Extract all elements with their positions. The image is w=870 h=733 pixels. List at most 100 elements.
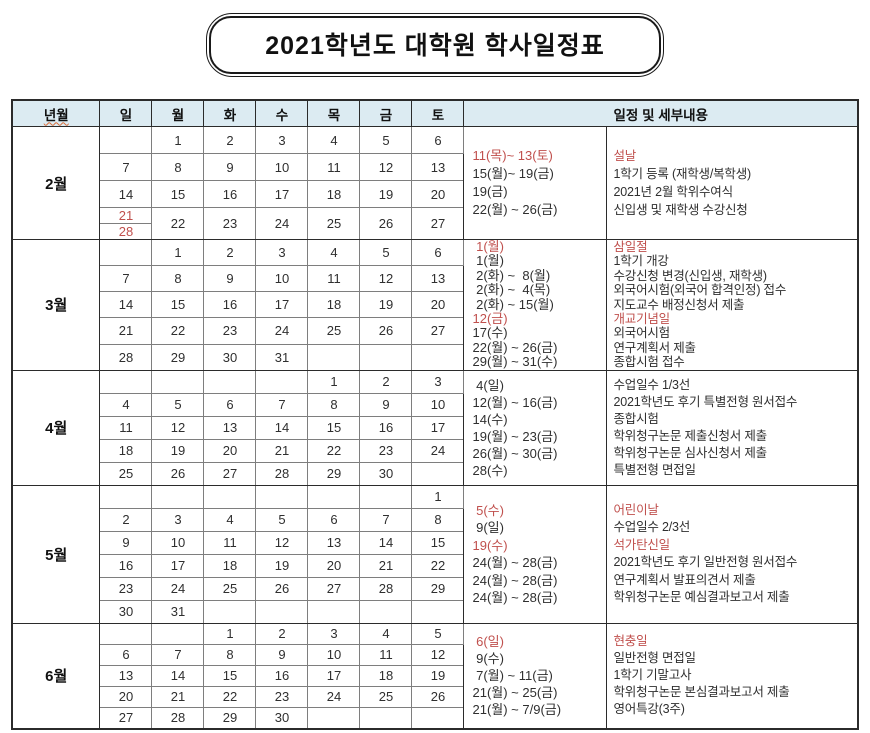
day-cell: 21 xyxy=(99,317,153,345)
day-cell: 26 xyxy=(151,461,205,486)
header-yearmonth-label: 년월 xyxy=(43,107,69,123)
week-row: 20 21 22 23 24 25 26 xyxy=(12,685,858,708)
day-cell: 7 xyxy=(359,507,413,532)
day-cell: 8 xyxy=(151,265,205,293)
schedule-details-cell: 어린이날 수업일수 2/3선 석가탄신일 2021학년도 후기 일반전형 원서접수 연구… xyxy=(606,484,859,624)
schedule-date: 26(월) ~ 30(금) xyxy=(472,445,558,461)
day-cell: 12 xyxy=(255,530,309,555)
day-cell xyxy=(307,484,361,509)
day-cell xyxy=(359,484,413,509)
day-cell: 30 xyxy=(203,343,257,371)
day-cell: 24 xyxy=(255,207,309,240)
schedule-detail: 1학기 기말고사 xyxy=(613,668,692,683)
day-cell xyxy=(307,343,361,371)
day-cell: 22 xyxy=(203,685,257,708)
day-cell: 5 xyxy=(255,507,309,532)
day-cell: 22 xyxy=(307,438,361,463)
day-number: 28 xyxy=(118,224,134,239)
day-cell xyxy=(99,126,153,154)
day-cell: 5 xyxy=(151,392,205,417)
schedule-detail: 2021학년도 후기 특별전형 원서접수 xyxy=(613,394,798,409)
schedule-details-cell: 설날 1학기 등록 (재학생/복학생) 2021년 2월 학위수여식 신입생 및 재학… xyxy=(606,126,859,240)
day-cell: 4 xyxy=(203,507,257,532)
day-cell: 27 xyxy=(307,576,361,601)
header-day-sun: 일 xyxy=(99,99,153,127)
day-cell: 23 xyxy=(255,685,309,708)
day-cell: 30 xyxy=(255,706,309,730)
week-row: 14 15 16 17 18 19 20 xyxy=(12,291,858,319)
week-row: 28 29 30 31 xyxy=(12,343,858,371)
page-title: 2021학년도 대학원 학사일정표 xyxy=(209,16,661,74)
day-cell: 4 xyxy=(359,622,413,645)
day-cell: 4 xyxy=(307,126,361,154)
day-cell xyxy=(99,622,153,645)
day-cell: 7 xyxy=(255,392,309,417)
table-header-row: 년월 일 월 화 수 목 금 토 일정 및 세부내용 xyxy=(11,99,859,127)
day-cell: 29 xyxy=(203,706,257,730)
day-cell: 9 xyxy=(255,643,309,666)
day-cell: 11 xyxy=(359,643,413,666)
schedule-date: 12(월) ~ 16(금) xyxy=(472,394,558,410)
day-cell: 14 xyxy=(151,664,205,687)
schedule-date: 4(일) xyxy=(472,377,504,393)
day-cell: 13 xyxy=(99,664,153,687)
day-cell: 11 xyxy=(203,530,257,555)
day-cell: 19 xyxy=(359,180,413,208)
week-row: 18 19 20 21 22 23 24 xyxy=(12,438,858,463)
day-cell: 8 xyxy=(203,643,257,666)
schedule-date: 2(화) ~ 4(목) xyxy=(472,282,551,298)
schedule-date: 21(월) ~ 7/9(금) xyxy=(472,702,562,718)
day-cell: 18 xyxy=(307,180,361,208)
week-row: 4월 1 2 3 4(일) 12(월) ~ 16(금) 14(수) 19(월) ~ 23(금… xyxy=(11,369,859,486)
day-cell: 24 xyxy=(411,438,465,463)
schedule-date: 22(월) ~ 26(금) xyxy=(472,202,558,217)
day-cell xyxy=(203,484,257,509)
day-cell: 21 xyxy=(359,553,413,578)
day-cell: 16 xyxy=(359,415,413,440)
day-cell xyxy=(99,238,153,267)
week-row: 30 31 xyxy=(12,599,858,624)
day-cell: 4 xyxy=(307,238,361,267)
day-cell: 3 xyxy=(255,238,309,267)
day-cell: 28 xyxy=(359,576,413,601)
schedule-date: 1(월) xyxy=(472,239,504,254)
week-row: 16 17 18 19 20 21 22 xyxy=(12,553,858,578)
header-day-wed: 수 xyxy=(255,99,309,127)
schedule-detail: 2021년 2월 학위수여식 xyxy=(613,185,733,199)
schedule-date: 24(월) ~ 28(금) xyxy=(472,590,558,606)
schedule-date: 1(월) xyxy=(472,253,504,269)
day-cell: 9 xyxy=(99,530,153,555)
day-cell xyxy=(411,706,465,730)
day-cell: 19 xyxy=(359,291,413,319)
schedule-detail: 종합시험 접수 xyxy=(613,355,685,370)
day-cell: 5 xyxy=(359,126,413,154)
schedule-dates-cell: 1(월) 1(월) 2(화) ~ 8(월) 2(화) ~ 4(목) 2(화) ~… xyxy=(463,239,608,371)
day-cell: 24 xyxy=(307,685,361,708)
month-label: 6월 xyxy=(11,622,101,730)
schedule-date: 21(월) ~ 25(금) xyxy=(472,685,558,701)
day-cell xyxy=(359,599,413,624)
day-cell: 19 xyxy=(411,664,465,687)
day-cell: 26 xyxy=(411,685,465,708)
week-row: 3월 1 2 3 4 5 6 1(월) 1(월) 2(화) ~ 8(월) 2(화) ~ 4(… xyxy=(11,238,859,371)
day-cell: 30 xyxy=(359,461,413,486)
day-cell: 20 xyxy=(99,685,153,708)
day-cell xyxy=(307,706,361,730)
schedule-detail: 삼일절 xyxy=(613,240,648,254)
day-cell: 29 xyxy=(411,576,465,601)
schedule-detail: 지도교수 배정신청서 제출 xyxy=(613,297,745,312)
schedule-details-cell: 삼일절 1학기 개강 수강신청 변경(신입생, 재학생) 외국어시험(외국어 합격인정… xyxy=(606,239,859,371)
day-cell: 12 xyxy=(411,643,465,666)
month-label: 4월 xyxy=(11,369,101,486)
day-cell: 25 xyxy=(99,461,153,486)
day-cell: 14 xyxy=(359,530,413,555)
day-cell: 24 xyxy=(255,317,309,345)
day-cell: 15 xyxy=(411,530,465,555)
day-cell: 18 xyxy=(203,553,257,578)
day-cell: 18 xyxy=(359,664,413,687)
day-cell: 10 xyxy=(255,265,309,293)
week-row: 11 12 13 14 15 16 17 xyxy=(12,415,858,440)
schedule-detail: 학위청구논문 본심결과보고서 제출 xyxy=(613,685,790,700)
day-cell: 8 xyxy=(411,507,465,532)
day-cell: 6 xyxy=(99,643,153,666)
